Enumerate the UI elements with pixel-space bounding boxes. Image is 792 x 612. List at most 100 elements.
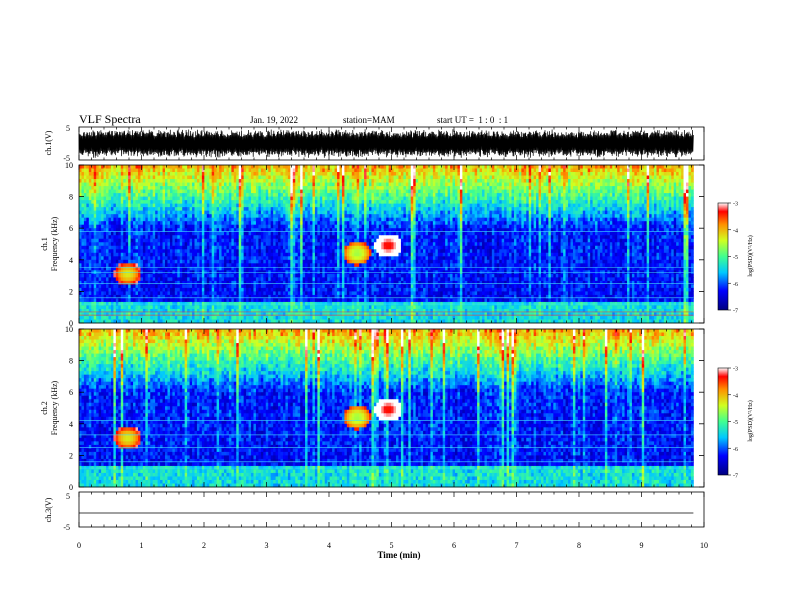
spectrogram-cell bbox=[98, 228, 102, 233]
spectrogram-cell bbox=[324, 221, 328, 226]
spectrogram-cell bbox=[322, 294, 326, 299]
spectrogram-cell bbox=[300, 284, 304, 289]
spectrogram-cell bbox=[169, 193, 173, 197]
spectrogram-cell bbox=[120, 312, 124, 317]
spectrogram-cell bbox=[179, 280, 183, 285]
spectrogram-cell bbox=[118, 308, 122, 313]
spectrogram-cell bbox=[150, 221, 154, 226]
spectrogram-cell bbox=[307, 298, 311, 303]
spectrogram-cell bbox=[258, 172, 262, 176]
spectrogram-cell bbox=[135, 214, 139, 219]
spectrogram-cell bbox=[312, 277, 316, 282]
spectrogram-cell bbox=[162, 175, 166, 180]
start-ut-label: start UT = 1 : 0 : 1 bbox=[437, 115, 508, 125]
spectrogram-cell bbox=[177, 196, 181, 201]
spectrogram-cell bbox=[255, 172, 259, 176]
spectrogram-cell bbox=[157, 294, 161, 299]
spectrogram-cell bbox=[236, 193, 240, 197]
spectrogram-cell bbox=[155, 319, 159, 324]
spectrogram-cell bbox=[273, 203, 276, 208]
spectrogram-cell bbox=[258, 168, 262, 173]
spectrogram-cell bbox=[334, 291, 338, 296]
spectrogram-cell bbox=[329, 249, 333, 254]
spectrogram-cell bbox=[280, 238, 284, 243]
spectrogram-cell bbox=[182, 280, 186, 285]
spectrogram-cell bbox=[98, 210, 102, 215]
spectrogram-cell bbox=[108, 252, 112, 257]
spectrogram-cell bbox=[177, 193, 181, 197]
spectrogram-cell bbox=[270, 235, 274, 240]
spectrogram-cell bbox=[155, 179, 159, 183]
spectrogram-cell bbox=[278, 298, 281, 303]
spectrogram-cell bbox=[292, 193, 296, 197]
spectrogram-cell bbox=[273, 200, 276, 205]
spectrogram-cell bbox=[349, 221, 353, 226]
spectrogram-cell bbox=[275, 214, 279, 219]
spectrogram-cell bbox=[349, 214, 353, 219]
spectrogram-cell bbox=[278, 238, 281, 243]
spectrogram-cell bbox=[101, 207, 104, 212]
spectrogram-cell bbox=[147, 312, 151, 317]
spectrogram-cell bbox=[125, 294, 129, 299]
spectrogram-cell bbox=[142, 235, 146, 240]
spectrogram-cell bbox=[295, 277, 299, 282]
spectrogram-cell bbox=[248, 266, 252, 271]
spectrogram-cell bbox=[285, 252, 289, 257]
spectrogram-cell bbox=[265, 259, 269, 264]
spectrogram-cell bbox=[91, 214, 95, 219]
spectrogram-cell bbox=[142, 193, 146, 197]
spectrogram-cell bbox=[110, 298, 114, 303]
spectrogram-cell bbox=[150, 228, 154, 233]
spectrogram-cell bbox=[169, 203, 173, 208]
spectrogram-cell bbox=[324, 305, 328, 310]
spectrogram-cell bbox=[169, 256, 173, 261]
spectrogram-cell bbox=[305, 210, 308, 215]
spectrogram-cell bbox=[120, 319, 124, 324]
spectrogram-cell bbox=[204, 315, 208, 320]
spectrogram-cell bbox=[339, 165, 343, 169]
spectrogram-cell bbox=[332, 193, 335, 197]
spectrogram-cell bbox=[292, 280, 296, 285]
spectrogram-cell bbox=[83, 231, 87, 236]
spectrogram-cell bbox=[130, 200, 134, 205]
spectrogram-cell bbox=[98, 291, 102, 296]
spectrogram-cell bbox=[327, 179, 331, 183]
spectrogram-cell bbox=[179, 179, 183, 183]
spectrogram-cell bbox=[253, 200, 257, 205]
spectrogram-cell bbox=[278, 291, 281, 296]
spectrogram-cell bbox=[273, 186, 276, 190]
spectrogram-cell bbox=[165, 217, 168, 222]
spectrogram-cell bbox=[251, 231, 254, 236]
spectrogram-cell bbox=[319, 266, 323, 271]
spectrogram-cell bbox=[346, 245, 350, 250]
spectrogram-cell bbox=[133, 193, 136, 197]
spectrogram-cell bbox=[337, 298, 340, 303]
spectrogram-cell bbox=[273, 280, 276, 285]
spectrogram-cell bbox=[297, 207, 301, 212]
spectrogram-cell bbox=[140, 238, 144, 243]
spectrogram-cell bbox=[329, 298, 333, 303]
spectrogram-cell bbox=[346, 186, 350, 190]
spectrogram-cell bbox=[113, 203, 117, 208]
spectrogram-cell bbox=[145, 175, 149, 180]
spectrogram-cell bbox=[246, 294, 249, 299]
spectrogram-cell bbox=[184, 242, 188, 247]
spectrogram-cell bbox=[209, 256, 213, 261]
spectrogram-cell bbox=[246, 186, 249, 190]
spectrogram-cell bbox=[324, 189, 328, 194]
spectrogram-cell bbox=[226, 200, 230, 205]
spectrogram-cell bbox=[228, 266, 232, 271]
spectrogram-cell bbox=[285, 273, 289, 278]
spectrogram-cell bbox=[337, 242, 340, 247]
spectrogram-cell bbox=[201, 252, 205, 257]
spectrogram-cell bbox=[209, 200, 213, 205]
spectrogram-cell bbox=[302, 266, 306, 271]
spectrogram-cell bbox=[137, 231, 141, 236]
spectrogram-cell bbox=[310, 168, 313, 173]
spectrogram-cell bbox=[211, 298, 215, 303]
spectrogram-cell bbox=[174, 189, 178, 194]
spectrogram-cell bbox=[253, 214, 257, 219]
spectrogram-cell bbox=[319, 298, 323, 303]
spectrogram-cell bbox=[317, 294, 321, 299]
spectrogram-cell bbox=[278, 256, 281, 261]
